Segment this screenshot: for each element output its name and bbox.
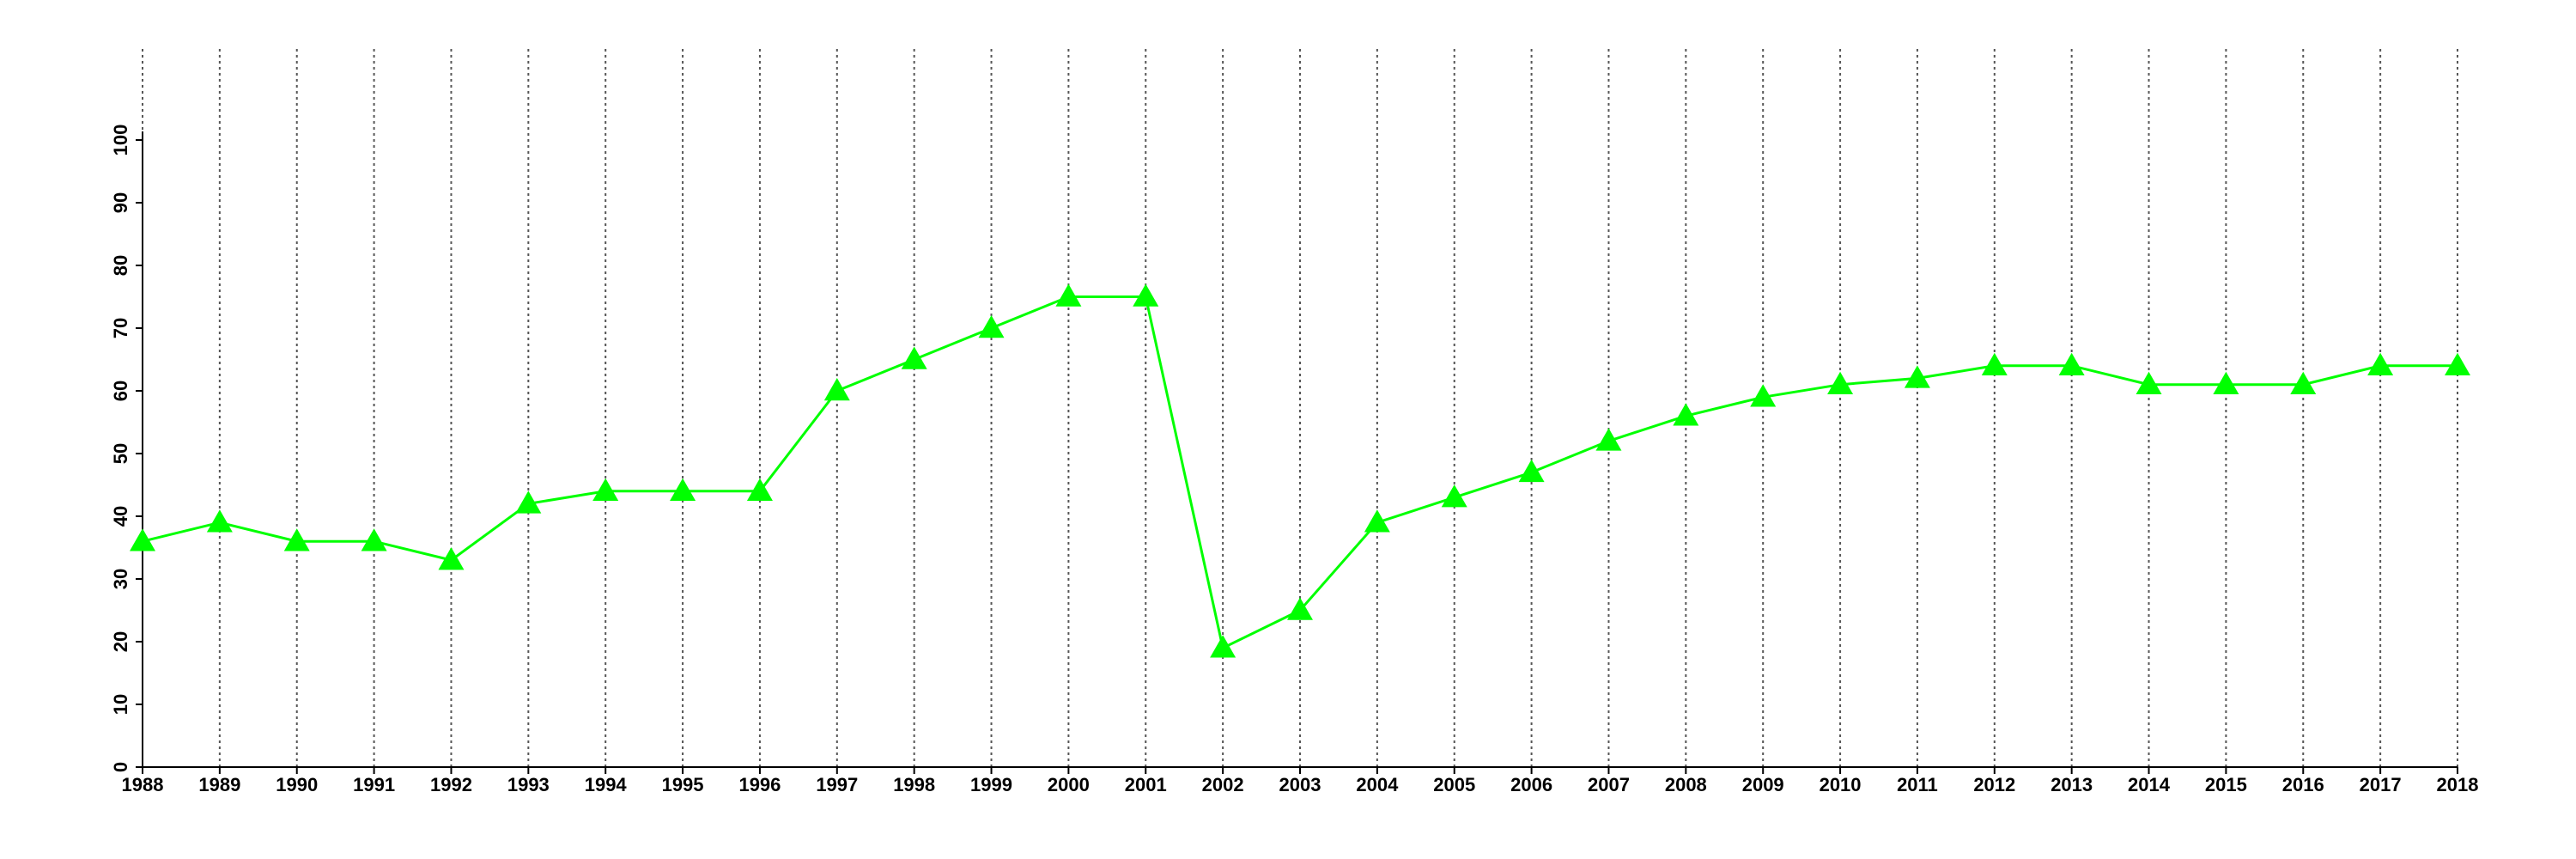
marker	[901, 346, 927, 369]
marker	[1750, 384, 1777, 407]
marker	[746, 478, 773, 502]
marker	[130, 528, 155, 551]
x-tick-label: 2014	[2128, 774, 2171, 795]
marker	[2213, 371, 2239, 394]
x-tick-label: 1988	[122, 774, 164, 795]
marker	[2290, 371, 2317, 394]
marker	[283, 528, 310, 551]
x-tick-label: 1997	[816, 774, 858, 795]
x-tick-label: 2005	[1433, 774, 1475, 795]
y-tick-label: 70	[110, 318, 131, 338]
marker	[1133, 283, 1159, 307]
y-tick-label: 50	[110, 443, 131, 464]
y-tick-label: 90	[110, 192, 131, 213]
x-tick-label: 2001	[1125, 774, 1167, 795]
marker	[1981, 352, 2008, 376]
marker	[2367, 352, 2394, 376]
marker	[1518, 459, 1545, 483]
x-tick-label: 2009	[1742, 774, 1784, 795]
x-tick-label: 2002	[1202, 774, 1244, 795]
marker	[1210, 635, 1236, 658]
x-tick-label: 1989	[198, 774, 240, 795]
y-tick-label: 60	[110, 381, 131, 401]
x-tick-label: 1996	[738, 774, 781, 795]
y-tick-label: 10	[110, 694, 131, 715]
x-tick-label: 2016	[2282, 774, 2324, 795]
x-tick-label: 1991	[353, 774, 395, 795]
x-tick-label: 1990	[276, 774, 318, 795]
marker	[823, 378, 850, 401]
marker	[206, 509, 233, 533]
marker	[361, 528, 387, 551]
y-tick-label: 0	[110, 762, 131, 772]
x-tick-label: 2006	[1510, 774, 1552, 795]
y-tick-label: 80	[110, 255, 131, 276]
x-tick-label: 2000	[1048, 774, 1090, 795]
x-tick-label: 2003	[1279, 774, 1321, 795]
x-tick-label: 2010	[1820, 774, 1862, 795]
marker	[1904, 365, 1930, 388]
y-tick-label: 40	[110, 506, 131, 527]
x-tick-label: 2011	[1897, 774, 1938, 795]
y-tick-label: 20	[110, 631, 131, 652]
marker	[1287, 597, 1313, 620]
marker	[1364, 509, 1390, 533]
marker	[1673, 403, 1699, 426]
marker	[670, 478, 696, 502]
x-tick-label: 1994	[585, 774, 628, 795]
marker	[2445, 352, 2470, 376]
marker	[978, 315, 1005, 338]
x-tick-label: 1993	[507, 774, 550, 795]
x-tick-label: 2018	[2437, 774, 2479, 795]
marker	[592, 478, 619, 502]
x-tick-label: 2017	[2360, 774, 2402, 795]
y-tick-label: 100	[110, 125, 131, 156]
marker	[1595, 428, 1622, 451]
marker	[1055, 283, 1082, 307]
x-tick-label: 2013	[2050, 774, 2093, 795]
marker	[1441, 484, 1467, 508]
x-tick-label: 1999	[970, 774, 1012, 795]
x-tick-label: 1992	[430, 774, 472, 795]
marker	[2136, 371, 2162, 394]
x-tick-label: 2015	[2205, 774, 2247, 795]
x-tick-label: 1995	[662, 774, 704, 795]
x-tick-label: 2004	[1356, 774, 1399, 795]
x-tick-label: 2007	[1588, 774, 1630, 795]
x-tick-label: 2008	[1665, 774, 1707, 795]
x-tick-label: 1998	[893, 774, 935, 795]
marker	[2058, 352, 2085, 376]
marker	[1827, 371, 1854, 394]
marker	[515, 490, 542, 514]
y-tick-label: 30	[110, 569, 131, 589]
x-tick-label: 2012	[1973, 774, 2015, 795]
marker	[438, 547, 465, 570]
